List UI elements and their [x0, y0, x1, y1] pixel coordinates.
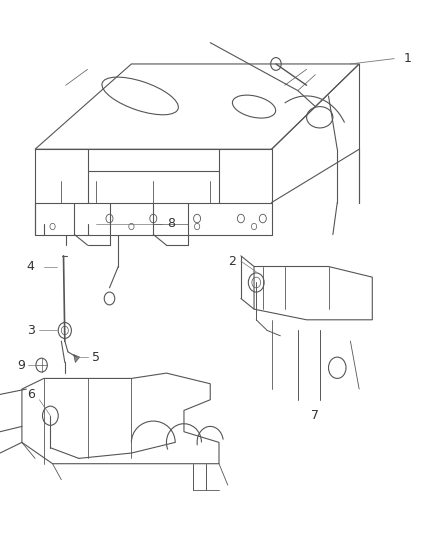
Text: 9: 9: [17, 359, 25, 372]
Text: 5: 5: [92, 351, 100, 364]
Text: 6: 6: [27, 388, 35, 401]
Text: 3: 3: [27, 324, 35, 337]
Text: 1: 1: [403, 52, 411, 65]
Text: 4: 4: [27, 260, 35, 273]
Text: 7: 7: [311, 409, 319, 422]
Text: 8: 8: [167, 217, 175, 230]
Polygon shape: [74, 354, 80, 362]
Text: 2: 2: [228, 255, 236, 268]
